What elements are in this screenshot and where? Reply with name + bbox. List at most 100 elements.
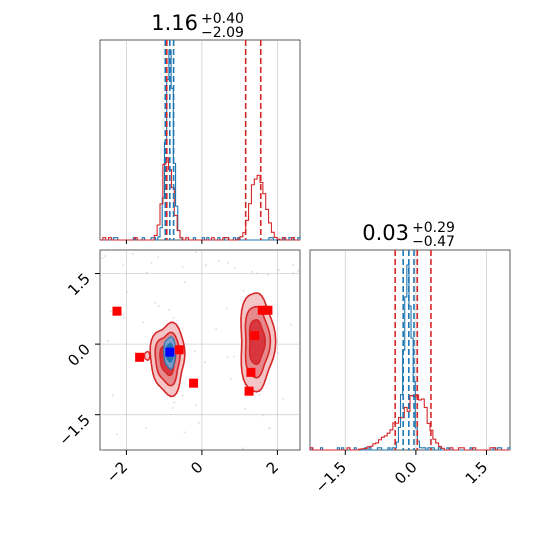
scatter-point — [227, 261, 230, 264]
red-marker — [189, 378, 199, 388]
tick-marks: −2 0 2 −1.5 0.0 1.5 −1.5 0.0 1.5 — [55, 240, 491, 497]
x-tick-label: 1.5 — [462, 458, 492, 488]
red-marker — [174, 345, 184, 355]
scatter-point — [226, 356, 229, 359]
scatter-point — [292, 264, 295, 266]
bottom-right-histograms — [309, 250, 511, 451]
scatter-point — [142, 321, 145, 324]
title-1-value: 1.16 — [151, 11, 198, 35]
scatter-point — [217, 260, 220, 263]
scatter-point — [244, 408, 246, 411]
top-left-axes-frame — [99, 39, 301, 241]
scatter-point — [101, 448, 104, 451]
scatter-point — [145, 426, 147, 429]
scatter-point — [168, 309, 170, 311]
hist-2-red — [309, 394, 510, 451]
scatter-point — [183, 281, 186, 283]
hist-1-blue — [100, 49, 301, 241]
red-marker — [263, 305, 273, 315]
y-tick-label: 0.0 — [64, 340, 94, 370]
title-2-value: 0.03 — [362, 221, 409, 245]
scatter-point — [204, 361, 206, 364]
scatter-point — [154, 301, 157, 304]
red-marker — [246, 367, 256, 377]
contour-level — [248, 318, 267, 366]
scatter-point — [171, 407, 174, 409]
scatter-point — [198, 421, 200, 424]
scatter-point — [242, 289, 245, 292]
scatter-point — [193, 350, 196, 353]
x-tick-label: 0.0 — [391, 458, 421, 488]
scatter-point — [157, 256, 160, 258]
y-tick-label: −1.5 — [55, 411, 93, 449]
red-marker — [244, 386, 254, 396]
scatter-point — [104, 255, 107, 257]
bottom-right-grid — [344, 250, 487, 450]
x-tick-label: 2 — [263, 458, 282, 477]
scatter-point — [146, 271, 148, 274]
scatter-point — [262, 414, 265, 417]
bottom-right-title: 0.03 +0.29 −0.47 — [362, 220, 455, 250]
scatter-point — [230, 378, 232, 380]
joint-contours — [101, 251, 299, 451]
scatter-point — [181, 266, 184, 269]
scatter-point — [256, 272, 258, 275]
red-marker — [257, 305, 267, 315]
svg-text:1.16: 1.16 — [151, 11, 198, 35]
scatter-point — [101, 257, 104, 260]
scatter-point — [277, 269, 280, 272]
scatter-point — [232, 355, 235, 358]
scatter-point — [195, 251, 198, 254]
scatter-point — [195, 404, 198, 407]
scatter-point — [234, 266, 236, 269]
joint-grid — [100, 250, 300, 450]
top-left-title: 1.16 +0.40 −2.09 — [151, 11, 244, 41]
scatter-point — [173, 401, 176, 404]
hist-1-red — [100, 157, 300, 241]
scatter-point — [131, 252, 134, 255]
scatter-point — [122, 313, 125, 316]
scatter-point — [268, 427, 270, 429]
red-marker — [135, 352, 145, 362]
scatter-point — [297, 269, 299, 272]
title-1-upper: +0.40 — [201, 11, 244, 27]
scatter-point — [267, 273, 270, 276]
title-2-lower: −0.47 — [412, 234, 455, 250]
scatter-point — [251, 270, 254, 273]
title-1-lower: −2.09 — [201, 25, 244, 41]
scatter-point — [107, 339, 109, 342]
top-left-histograms — [100, 40, 301, 241]
scatter-point — [115, 433, 118, 436]
hist-2-blue — [309, 264, 511, 451]
x-tick-label: 0 — [187, 458, 206, 477]
scatter-point — [122, 264, 124, 267]
scatter-point — [172, 317, 175, 319]
scatter-point — [183, 431, 186, 434]
scatter-point — [292, 272, 295, 275]
contour-level — [143, 350, 151, 361]
scatter-point — [282, 398, 285, 400]
scatter-point — [126, 290, 128, 293]
x-tick-label: −2 — [103, 458, 131, 486]
y-tick-label: 1.5 — [64, 270, 94, 300]
scatter-point — [110, 310, 112, 313]
bottom-left-axes-frame — [99, 249, 301, 451]
top-left-grid — [126, 40, 278, 240]
red-marker — [250, 331, 260, 341]
scatter-point — [226, 307, 228, 310]
title-2-upper: +0.29 — [412, 220, 455, 236]
scatter-point — [150, 261, 153, 264]
x-tick-label: −1.5 — [312, 458, 350, 496]
scatter-point — [241, 447, 244, 450]
bottom-right-axes-frame — [309, 249, 511, 451]
scatter-point — [181, 394, 184, 397]
scatter-point — [123, 317, 126, 319]
scatter-point — [111, 394, 114, 397]
scatter-point — [258, 393, 261, 396]
scatter-point — [276, 312, 279, 315]
blue-marker — [165, 347, 175, 357]
scatter-point — [215, 328, 217, 331]
scatter-point — [205, 264, 207, 266]
scatter-point — [290, 323, 292, 326]
